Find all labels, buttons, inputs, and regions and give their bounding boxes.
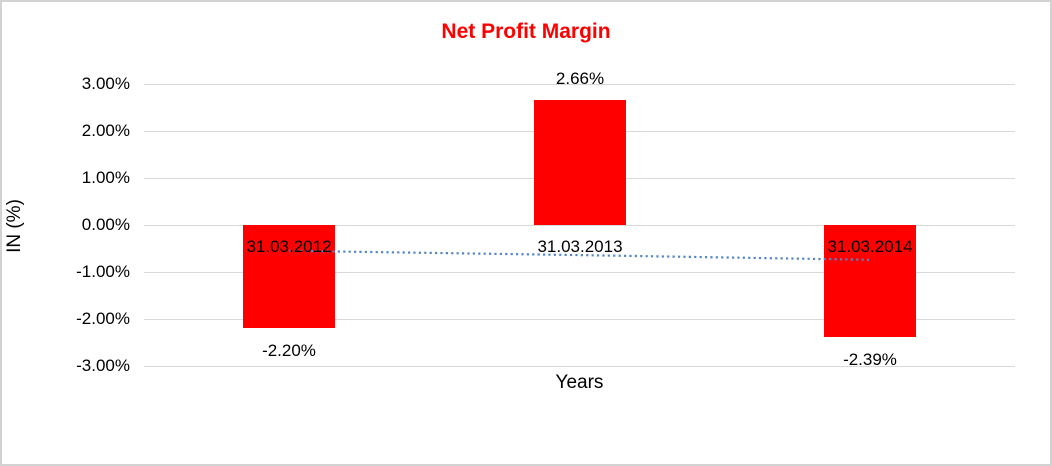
chart-title: Net Profit Margin <box>441 20 611 43</box>
x-category-label: 31.03.2014 <box>827 237 913 256</box>
gridline <box>144 84 1015 85</box>
bar-31.03.2012 <box>243 225 335 328</box>
data-label: 2.66% <box>555 69 605 88</box>
y-tick-label: 3.00% <box>81 74 130 93</box>
y-tick-label: -1.00% <box>76 262 130 281</box>
data-label: -2.20% <box>262 341 316 360</box>
y-tick-label: 1.00% <box>81 168 130 187</box>
y-tick-label: 2.00% <box>81 121 130 140</box>
x-axis-title: Years <box>555 372 604 393</box>
gridline <box>144 225 1015 226</box>
y-tick-label: -3.00% <box>76 356 130 375</box>
bar-31.03.2013 <box>534 100 626 225</box>
x-category-label: 31.03.2012 <box>246 237 332 256</box>
data-label: -2.39% <box>843 350 897 369</box>
y-tick-label: 0.00% <box>81 215 130 234</box>
bar-31.03.2014 <box>824 225 916 337</box>
y-axis-title: IN (%) <box>4 199 25 253</box>
gridline <box>144 319 1015 320</box>
gridline <box>144 366 1015 367</box>
gridline <box>144 272 1015 273</box>
y-tick-label: -2.00% <box>76 309 130 328</box>
x-category-label: 31.03.2013 <box>537 237 623 256</box>
